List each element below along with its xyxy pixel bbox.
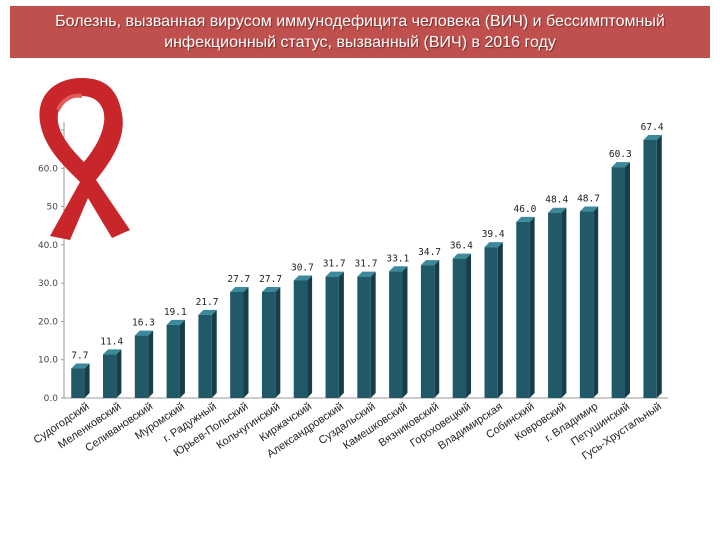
y-tick-label: 30.0 — [38, 279, 58, 289]
y-tick-label: 60.0 — [38, 164, 58, 174]
bar — [516, 221, 530, 398]
y-tick-label: 40.0 — [38, 241, 58, 251]
bar-top — [71, 363, 90, 369]
bar — [611, 167, 625, 398]
data-label: 16.3 — [132, 318, 155, 329]
bar — [198, 314, 212, 398]
bar-side — [307, 275, 313, 398]
chart-title: Болезнь, вызванная вирусом иммунодефицит… — [10, 6, 710, 58]
data-label: 30.7 — [291, 262, 314, 273]
bar — [134, 335, 149, 398]
bar-side — [656, 134, 662, 398]
bar — [420, 265, 435, 398]
bar — [166, 324, 180, 398]
y-tick-label: 50 — [47, 203, 59, 213]
bar-top — [484, 242, 503, 248]
bar-top — [103, 349, 122, 355]
data-label: 39.4 — [482, 229, 505, 240]
bar-side — [179, 319, 185, 398]
bar-side — [624, 162, 630, 398]
data-label: 36.4 — [450, 241, 473, 252]
bar-top — [389, 266, 408, 272]
data-label: 48.7 — [577, 194, 600, 205]
bar-top — [134, 330, 154, 336]
bar-side — [275, 286, 281, 398]
data-label: 27.7 — [227, 274, 250, 285]
bar — [71, 368, 85, 398]
bar — [548, 212, 562, 398]
bar — [643, 139, 657, 398]
bar — [357, 276, 371, 398]
bar-side — [84, 363, 90, 398]
y-tick-label: 10.0 — [38, 356, 58, 366]
bar-top — [325, 271, 344, 277]
title-line-2: инфекционный статус, вызванный (ВИЧ) в 2… — [164, 34, 556, 51]
bar — [261, 291, 276, 398]
bar-side — [593, 206, 599, 398]
bar — [230, 291, 244, 398]
bar-side — [338, 271, 344, 398]
bar — [325, 276, 339, 398]
bar-side — [529, 216, 535, 398]
bar — [389, 271, 403, 398]
bar-side — [370, 271, 376, 398]
data-label: 11.4 — [100, 336, 123, 347]
bar-side — [466, 253, 472, 398]
bar-top — [261, 286, 281, 292]
bar-side — [561, 207, 567, 398]
y-tick-label: 0.0 — [44, 394, 59, 404]
bar-side — [434, 260, 440, 398]
data-label: 34.7 — [418, 247, 441, 258]
bar-top — [230, 286, 249, 292]
bar-top — [579, 206, 599, 212]
data-label: 67.4 — [641, 122, 664, 133]
data-label: 33.1 — [386, 253, 409, 264]
y-tick-label: 20.0 — [38, 317, 58, 327]
data-label: 46.0 — [514, 204, 537, 215]
data-label: 7.7 — [71, 351, 88, 362]
bar-side — [243, 286, 249, 398]
bar — [103, 354, 117, 398]
bar-side — [116, 349, 122, 398]
data-label: 48.4 — [545, 195, 568, 206]
bar-top — [643, 134, 662, 140]
bar-top — [611, 162, 630, 168]
bar-top — [166, 319, 185, 325]
data-label: 21.7 — [196, 297, 219, 308]
bar-top — [357, 271, 376, 277]
bar — [293, 280, 308, 398]
bar-top — [420, 260, 440, 266]
bar-top — [293, 275, 313, 281]
title-line-1: Болезнь, вызванная вирусом иммунодефицит… — [55, 13, 665, 30]
bar-side — [148, 330, 154, 398]
awareness-ribbon-icon — [39, 78, 130, 240]
bar-top — [516, 216, 535, 222]
data-label: 19.1 — [164, 307, 187, 318]
data-label: 31.7 — [323, 259, 346, 270]
data-label: 60.3 — [609, 149, 632, 160]
bar-side — [402, 266, 408, 398]
bar-top — [198, 309, 217, 315]
bar — [484, 247, 498, 398]
bar-top — [548, 207, 567, 213]
bar-side — [211, 309, 217, 398]
data-label: 27.7 — [259, 274, 282, 285]
data-label: 31.7 — [355, 259, 378, 270]
bar-top — [452, 253, 472, 259]
bar — [452, 258, 467, 398]
bar-side — [497, 242, 503, 398]
bar — [579, 211, 594, 398]
